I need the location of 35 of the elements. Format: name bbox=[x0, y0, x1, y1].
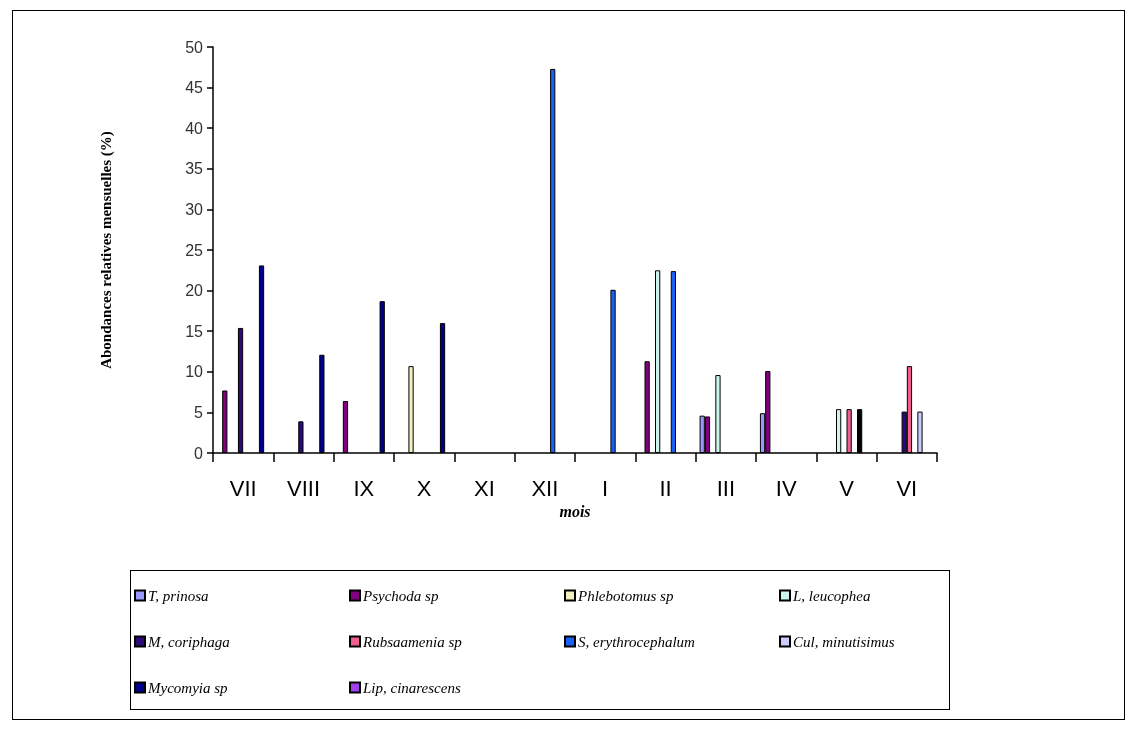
legend-label: Psychoda sp bbox=[362, 587, 439, 604]
y-tick-label: 50 bbox=[185, 38, 204, 56]
x-tick-label: X bbox=[416, 475, 432, 501]
y-tick-label: 15 bbox=[185, 322, 204, 340]
legend-label: Mycomyia sp bbox=[147, 679, 229, 696]
legend-label: Phlebotomus sp bbox=[577, 587, 674, 604]
y-tick-label: 25 bbox=[185, 241, 204, 259]
x-axis-title: mois bbox=[559, 503, 591, 521]
x-tick-label: II bbox=[659, 475, 672, 501]
x-tick-label: IX bbox=[353, 475, 375, 501]
y-tick-label: 10 bbox=[185, 363, 204, 381]
x-tick-label: VI bbox=[896, 475, 918, 501]
legend-label: S, erythrocephalum bbox=[578, 633, 696, 650]
legend-label: T, prinosa bbox=[148, 587, 209, 604]
legend-label: M, coriphaga bbox=[147, 633, 230, 650]
x-tick-label: I bbox=[602, 475, 609, 501]
y-tick-label: 35 bbox=[185, 160, 204, 178]
x-tick-label: IV bbox=[775, 475, 797, 501]
legend-label: Cul, minutisimus bbox=[793, 633, 895, 650]
y-tick-label: 0 bbox=[194, 444, 204, 462]
x-tick-label: VII bbox=[229, 475, 257, 501]
y-tick-label: 5 bbox=[194, 403, 204, 421]
x-tick-label: XII bbox=[531, 475, 559, 501]
y-tick-label: 20 bbox=[185, 282, 204, 300]
legend-label: L, leucophea bbox=[792, 587, 871, 604]
y-tick-label: 40 bbox=[185, 119, 204, 137]
y-tick-label: 45 bbox=[185, 79, 204, 97]
x-tick-label: XI bbox=[474, 475, 495, 501]
x-tick-label: III bbox=[716, 475, 736, 501]
legend-label: Rubsaamenia sp bbox=[362, 633, 463, 650]
x-tick-label: VIII bbox=[286, 475, 321, 501]
y-tick-label: 30 bbox=[185, 200, 204, 218]
legend-label: Lip, cinarescens bbox=[362, 679, 461, 696]
x-tick-label: V bbox=[839, 475, 855, 501]
y-axis-title: Abondances relatives mensuelles (%) bbox=[97, 131, 115, 369]
